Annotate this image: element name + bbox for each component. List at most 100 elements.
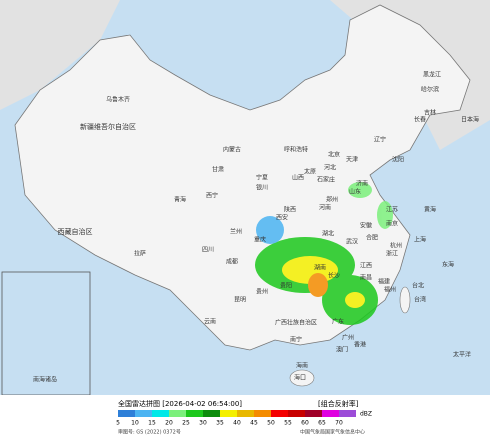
legend-tick-label: 10 <box>131 420 139 427</box>
legend-tick-label: 15 <box>148 420 156 427</box>
radar-echoes <box>255 182 393 325</box>
legend-swatch <box>186 410 203 417</box>
place-label: 上海 <box>414 236 426 244</box>
legend-swatch <box>271 410 288 417</box>
echo <box>348 182 372 198</box>
legend-title: 全国雷达拼图 [2026-04-02 06:54:00] <box>118 399 242 408</box>
place-label: 青海 <box>174 196 186 204</box>
place-label: 沈阳 <box>392 156 404 164</box>
place-label: 河北 <box>324 164 336 172</box>
place-label: 郑州 <box>326 196 338 204</box>
place-label: 云南 <box>204 318 216 326</box>
place-label: 西藏自治区 <box>58 227 93 236</box>
legend-tick-label: 50 <box>267 420 275 427</box>
place-label: 宁夏 <box>256 174 268 182</box>
place-label: 安徽 <box>360 222 372 230</box>
place-label: 山东 <box>349 188 361 196</box>
place-label: 陕西 <box>284 206 296 214</box>
place-label: 广州 <box>342 334 354 342</box>
place-label: 杭州 <box>390 242 402 250</box>
legend-tick-label: 45 <box>250 420 258 427</box>
echo <box>377 201 393 229</box>
echo <box>256 216 284 244</box>
legend-tick-label: 55 <box>284 420 292 427</box>
china-land <box>14 4 471 351</box>
legend-tick-label: 20 <box>165 420 173 427</box>
source: 中国气象局国家气象信息中心 <box>300 429 365 436</box>
place-label: 成都 <box>226 258 238 266</box>
legend-tick-label: 30 <box>199 420 207 427</box>
legend-swatch <box>237 410 254 417</box>
place-label: 东海 <box>442 261 454 269</box>
legend-tick-label: 25 <box>182 420 190 427</box>
place-label: 内蒙古 <box>223 146 241 154</box>
legend-tick-label: 35 <box>216 420 224 427</box>
place-label: 昆明 <box>234 297 246 304</box>
place-label: 乌鲁木齐 <box>106 96 130 104</box>
legend-swatch <box>254 410 271 417</box>
place-label: 呼和浩特 <box>284 146 308 154</box>
place-label: 北京 <box>328 151 340 159</box>
place-label: 南京 <box>386 220 398 228</box>
place-label: 南宁 <box>290 336 302 344</box>
place-label: 四川 <box>202 247 214 254</box>
place-label: 澳门 <box>336 346 348 354</box>
place-label: 湖南 <box>314 264 326 272</box>
legend-swatch <box>169 410 186 417</box>
place-label: 吉林 <box>424 109 436 117</box>
legend-swatch <box>203 410 220 417</box>
place-label: 江西 <box>360 263 372 270</box>
approval-number: 审图号: GS (2022) 0372号 <box>118 429 181 436</box>
place-label: 广东 <box>332 318 344 326</box>
place-label: 新疆维吾尔自治区 <box>80 122 136 131</box>
place-label: 武汉 <box>346 238 358 246</box>
legend-unit: dBZ <box>360 411 372 418</box>
legend-swatch <box>135 410 152 417</box>
place-label: 台湾 <box>414 296 426 304</box>
neighbor-land <box>0 0 490 150</box>
place-label: 长春 <box>414 116 426 124</box>
place-label: 甘肃 <box>212 166 224 174</box>
place-label: 济南 <box>356 180 368 188</box>
place-label: 日本海 <box>461 116 479 124</box>
legend-tick-label: 60 <box>301 420 309 427</box>
legend-tick-label: 5 <box>116 420 120 427</box>
place-label: 台北 <box>412 282 424 290</box>
legend-tick-label: 70 <box>335 420 343 427</box>
place-label: 香港 <box>354 341 366 349</box>
echo <box>345 292 365 308</box>
place-label: 长沙 <box>328 272 340 280</box>
legend-swatch <box>339 410 356 417</box>
place-label: 天津 <box>346 157 358 164</box>
legend-swatch <box>152 410 169 417</box>
place-label: 兰州 <box>230 228 242 236</box>
place-label: 西宁 <box>206 192 218 200</box>
legend-swatch <box>288 410 305 417</box>
place-label: 福建 <box>378 278 390 286</box>
place-label: 黄海 <box>424 206 436 214</box>
legend-tick-label: 40 <box>233 420 241 427</box>
place-label: 太原 <box>304 168 316 176</box>
place-label: 南海诸岛 <box>33 376 57 384</box>
place-label: 辽宁 <box>374 136 386 144</box>
legend-swatch <box>322 410 339 417</box>
place-label: 海南 <box>296 362 308 370</box>
place-label: 银川 <box>256 184 268 192</box>
place-label: 浙江 <box>386 250 398 258</box>
place-label: 南昌 <box>360 274 372 282</box>
place-label: 贵阳 <box>280 282 292 290</box>
place-label: 拉萨 <box>134 250 146 258</box>
legend-tick-label: 65 <box>318 420 326 427</box>
legend-swatch <box>118 410 135 417</box>
place-label: 西安 <box>276 214 288 222</box>
place-label: 黑龙江 <box>423 71 441 79</box>
place-label: 海口 <box>294 374 306 382</box>
place-label: 石家庄 <box>317 176 335 184</box>
place-label: 山西 <box>292 174 304 182</box>
place-label: 合肥 <box>366 234 378 242</box>
place-label: 河南 <box>319 204 331 212</box>
place-label: 哈尔滨 <box>421 86 439 94</box>
hainan <box>289 369 315 387</box>
place-label: 广西壮族自治区 <box>275 319 317 327</box>
